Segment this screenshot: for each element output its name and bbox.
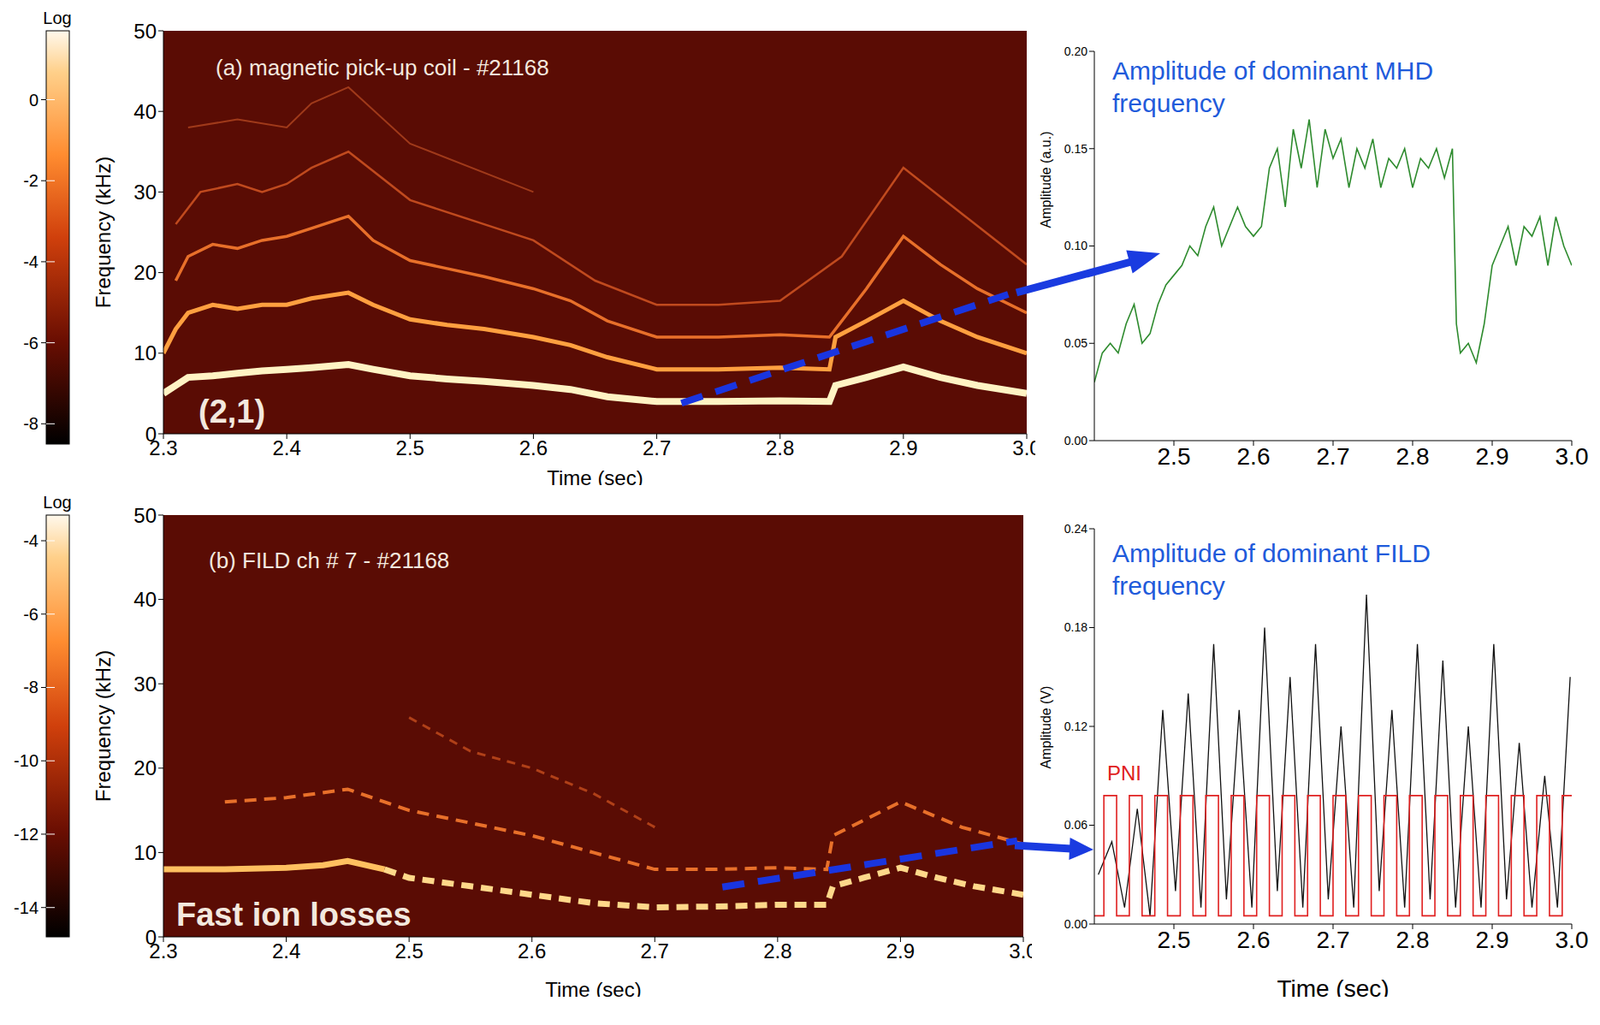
svg-text:-6: -6: [23, 604, 39, 624]
svg-text:-2: -2: [23, 171, 39, 190]
svg-text:2.8: 2.8: [1396, 926, 1430, 954]
svg-text:3.0: 3.0: [1555, 443, 1589, 470]
svg-text:-8: -8: [23, 414, 39, 433]
svg-text:2.6: 2.6: [1237, 926, 1271, 954]
svg-text:0.24: 0.24: [1064, 521, 1088, 536]
svg-text:2.8: 2.8: [765, 436, 795, 460]
html-text:(a) magnetic pick-up coil - #2: (a) magnetic pick-up coil - #21168: [215, 54, 550, 81]
svg-text:50: 50: [133, 503, 157, 528]
svg-text:2.9: 2.9: [886, 939, 915, 963]
svg-text:2.5: 2.5: [396, 436, 425, 460]
svg-text:Log: Log: [42, 492, 72, 512]
svg-text:2.9: 2.9: [1475, 443, 1510, 470]
svg-text:3.0: 3.0: [1555, 926, 1589, 954]
svg-text:3.0: 3.0: [1012, 436, 1036, 460]
svg-text:2.8: 2.8: [1396, 443, 1430, 470]
svg-text:40: 40: [133, 100, 157, 124]
svg-text:Amplitude (a.u.): Amplitude (a.u.): [1038, 131, 1054, 229]
svg-text:0: 0: [29, 90, 39, 110]
svg-text:Amplitude (V): Amplitude (V): [1038, 686, 1054, 770]
svg-text:20: 20: [133, 260, 157, 285]
svg-text:2.5: 2.5: [1157, 926, 1192, 954]
svg-text:2.7: 2.7: [1316, 443, 1351, 470]
svg-text:2.5: 2.5: [394, 939, 423, 963]
svg-text:0: 0: [145, 925, 157, 949]
svg-text:2.4: 2.4: [272, 939, 301, 963]
svg-text:0.20: 0.20: [1064, 44, 1088, 59]
svg-text:0.18: 0.18: [1064, 620, 1088, 635]
svg-text:-10: -10: [13, 751, 39, 771]
svg-text:-4: -4: [23, 252, 39, 272]
svg-text:2.7: 2.7: [640, 939, 670, 963]
svg-text:0: 0: [145, 422, 157, 446]
svg-text:2.4: 2.4: [272, 436, 301, 460]
svg-text:2.8: 2.8: [763, 939, 792, 963]
svg-text:Log: Log: [42, 8, 72, 28]
svg-text:0.05: 0.05: [1064, 336, 1088, 350]
svg-text:2.3: 2.3: [149, 939, 178, 963]
svg-text:10: 10: [133, 841, 157, 865]
svg-text:40: 40: [133, 587, 157, 611]
svg-text:2.5: 2.5: [1157, 443, 1192, 470]
svg-text:-8: -8: [23, 677, 39, 697]
svg-text:50: 50: [133, 19, 157, 43]
html-text:Amplitude of dominant FILD fre: Amplitude of dominant FILD frequency: [1112, 539, 1431, 600]
html-text:(b) FILD ch # 7 - #21168: (b) FILD ch # 7 - #21168: [208, 547, 450, 574]
svg-text:Time (sec): Time (sec): [546, 466, 643, 486]
html-text:PNI: PNI: [1107, 761, 1142, 785]
svg-text:0.10: 0.10: [1064, 238, 1088, 253]
svg-text:3.0: 3.0: [1008, 939, 1032, 963]
svg-text:2.3: 2.3: [149, 436, 178, 460]
svg-text:30: 30: [133, 180, 157, 204]
svg-text:2.6: 2.6: [519, 436, 548, 460]
svg-text:2.6: 2.6: [517, 939, 546, 963]
svg-text:Frequency (kHz): Frequency (kHz): [91, 650, 115, 802]
svg-text:2.7: 2.7: [642, 436, 671, 460]
svg-text:0.06: 0.06: [1064, 817, 1088, 832]
svg-text:Time (sec): Time (sec): [1276, 975, 1389, 997]
svg-text:Time (sec): Time (sec): [545, 977, 641, 997]
svg-text:20: 20: [133, 756, 157, 780]
svg-text:2.9: 2.9: [888, 436, 918, 460]
svg-text:30: 30: [133, 672, 157, 696]
svg-text:0.00: 0.00: [1064, 433, 1088, 448]
svg-text:2.9: 2.9: [1475, 926, 1510, 954]
svg-text:0.15: 0.15: [1064, 142, 1088, 156]
html-text:Fast ion losses: Fast ion losses: [176, 896, 412, 933]
svg-text:0.12: 0.12: [1064, 719, 1088, 734]
html-text:(2,1): (2,1): [198, 393, 266, 430]
svg-text:-4: -4: [23, 531, 39, 551]
svg-text:2.7: 2.7: [1316, 926, 1351, 954]
svg-text:Frequency (kHz): Frequency (kHz): [91, 156, 115, 309]
svg-text:-14: -14: [13, 898, 39, 918]
svg-text:2.6: 2.6: [1237, 443, 1271, 470]
svg-text:10: 10: [133, 341, 157, 365]
svg-text:-12: -12: [13, 824, 39, 844]
svg-text:0.00: 0.00: [1064, 917, 1088, 931]
svg-text:-6: -6: [23, 333, 39, 353]
html-text:Amplitude of dominant MHD freq: Amplitude of dominant MHD frequency: [1112, 56, 1434, 117]
